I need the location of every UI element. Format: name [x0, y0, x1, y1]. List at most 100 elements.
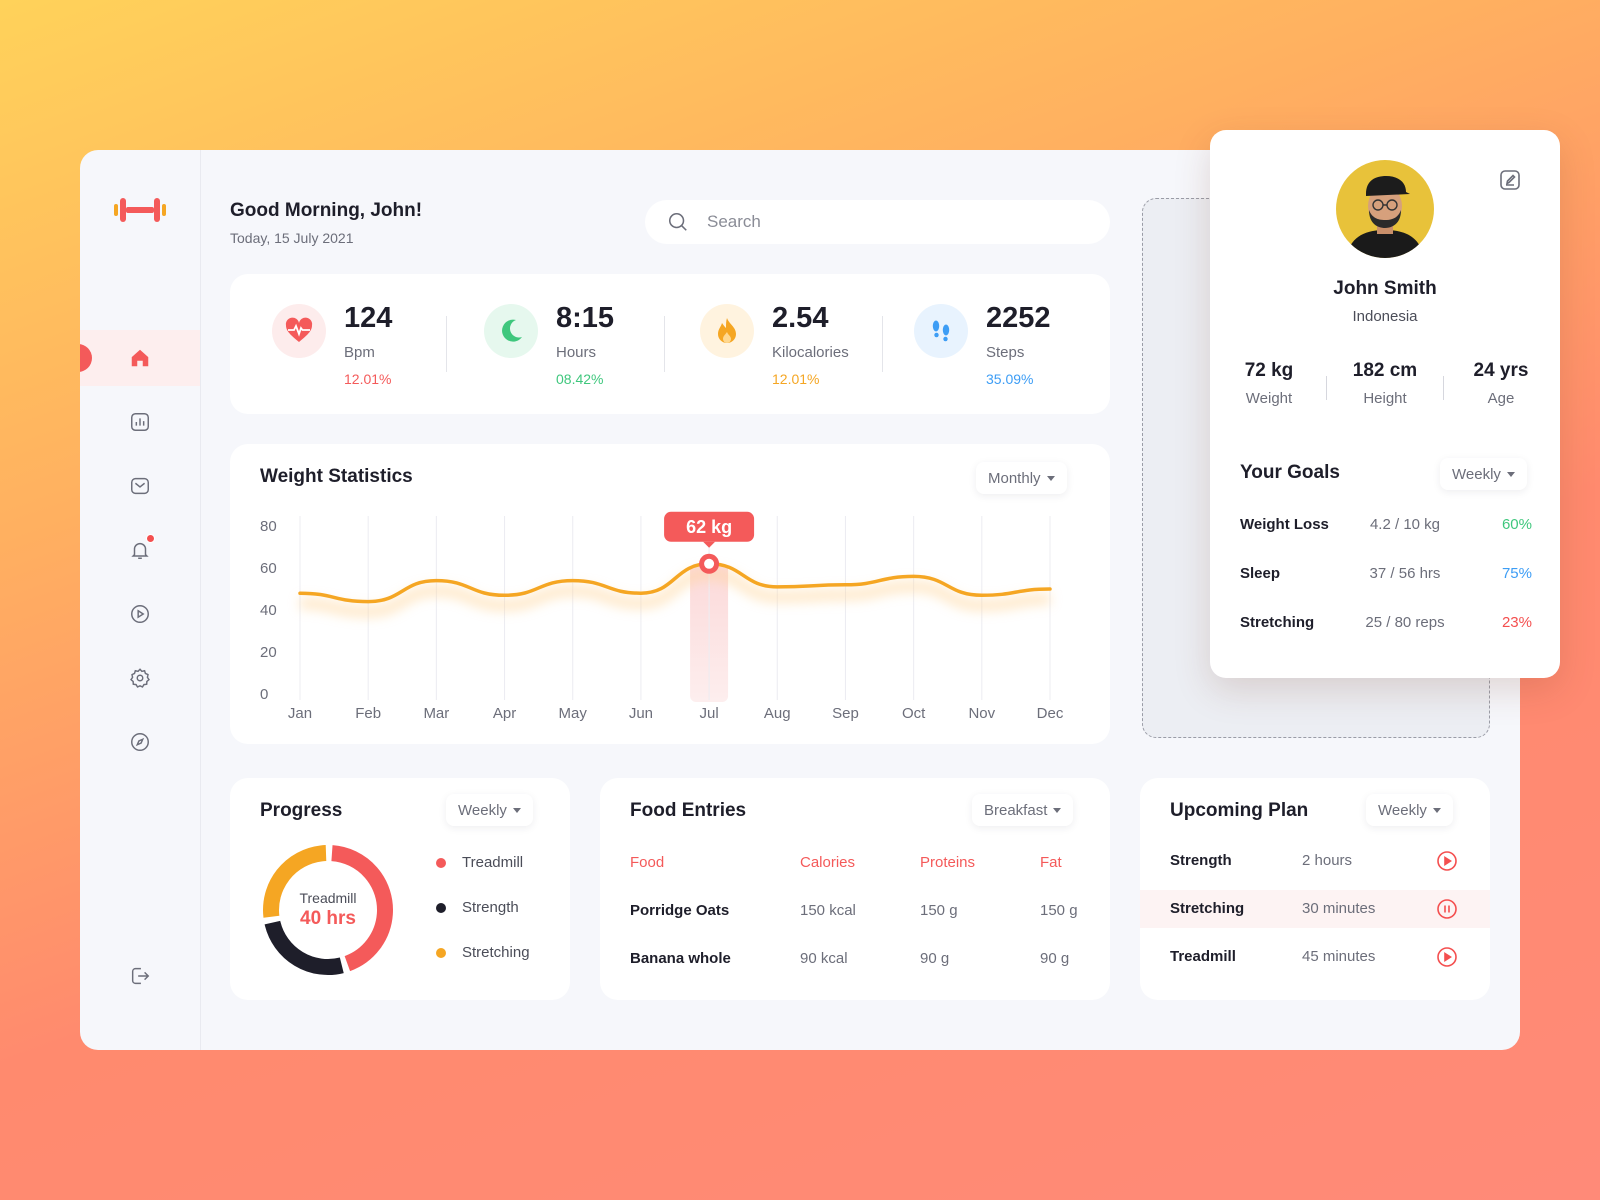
goal-name: Sleep	[1240, 565, 1281, 582]
avatar[interactable]	[1336, 160, 1434, 258]
plan-period-dropdown[interactable]: Weekly	[1366, 794, 1453, 826]
greeting-title: Good Morning, John!	[230, 200, 423, 221]
food-fat: 90 g	[1040, 950, 1070, 967]
plan-duration: 2 hours	[1302, 852, 1353, 869]
metric-label: Age	[1487, 390, 1515, 407]
plan-row-stretching[interactable]: Stretching 30 minutes	[1140, 890, 1490, 928]
goal-name: Weight Loss	[1240, 516, 1329, 533]
footsteps-icon	[914, 304, 968, 358]
dropdown-label: Weekly	[1452, 465, 1501, 483]
legend-dot	[436, 902, 446, 913]
weight-statistics-title: Weight Statistics	[260, 466, 413, 487]
stat-change: 12.01%	[344, 371, 392, 387]
data-point-highlight-inner	[704, 558, 715, 569]
play-icon	[131, 605, 149, 623]
nav-messages[interactable]	[80, 458, 200, 514]
weight-line-chart: Jan Feb Mar Apr May Jun Jul Aug Sep Oct Nov Dec 0 20 4…	[260, 511, 1064, 722]
metric-value: 24 yrs	[1473, 360, 1529, 381]
plan-name: Treadmill	[1170, 948, 1236, 965]
metric-value: 72 kg	[1244, 360, 1294, 381]
legend-item-strength: Strength	[436, 899, 519, 916]
food-calories: 150 kcal	[800, 902, 856, 919]
stat-unit: Hours	[556, 344, 597, 361]
meal-dropdown[interactable]: Breakfast	[972, 794, 1074, 826]
stat-value: 8:15	[556, 302, 615, 334]
logout-icon	[131, 967, 150, 985]
donut-segment-stretching	[263, 845, 393, 975]
metric-weight: 72 kg Weight	[1214, 360, 1324, 407]
x-tick-label: Mar	[423, 705, 449, 722]
plan-row-treadmill[interactable]: Treadmill 45 minutes	[1140, 938, 1490, 976]
x-tick-label: Jun	[629, 705, 653, 722]
chart-icon	[131, 413, 149, 431]
stat-unit: Steps	[986, 344, 1025, 361]
donut-center-value: 40 hrs	[300, 908, 356, 929]
column-header: Food	[630, 854, 665, 871]
caret-down-icon	[512, 807, 521, 813]
divider	[664, 316, 665, 372]
donut-center-label: Treadmill	[299, 890, 357, 906]
legend-label: Strength	[462, 899, 519, 916]
nav-statistics[interactable]	[80, 394, 200, 450]
y-tick-label: 0	[260, 686, 268, 703]
nav-notifications[interactable]	[80, 522, 200, 578]
nav-home[interactable]	[80, 330, 200, 386]
column-header: Proteins	[920, 854, 976, 871]
avatar-image	[1336, 160, 1434, 258]
goal-percent: 60%	[1501, 516, 1532, 533]
stat-change: 35.09%	[986, 371, 1034, 387]
period-dropdown-label: Monthly	[988, 469, 1041, 487]
caret-down-icon	[1432, 807, 1441, 813]
x-tick-label: Feb	[355, 705, 381, 722]
progress-donut-chart	[263, 845, 393, 975]
x-tick-label: Jan	[288, 705, 312, 722]
food-proteins: 90 g	[920, 950, 950, 967]
goal-progress: 37 / 56 hrs	[1369, 565, 1441, 582]
plan-duration: 30 minutes	[1302, 900, 1376, 917]
goal-percent: 75%	[1501, 565, 1532, 582]
x-tick-label: Oct	[902, 705, 926, 722]
metric-height: 182 cm Height	[1330, 360, 1440, 407]
y-tick-label: 20	[260, 644, 277, 661]
search-input[interactable]	[707, 212, 1067, 232]
series-line	[298, 562, 1052, 604]
play-circle-icon[interactable]	[1436, 850, 1458, 872]
nav-videos[interactable]	[80, 586, 200, 642]
legend-dot	[436, 857, 446, 868]
x-tick-label: Nov	[968, 705, 995, 722]
x-tick-label: May	[559, 705, 588, 722]
play-circle-icon[interactable]	[1436, 946, 1458, 968]
nav-explore[interactable]	[80, 714, 200, 770]
food-name: Porridge Oats	[630, 902, 730, 919]
food-proteins: 150 g	[920, 902, 958, 919]
food-entries-title: Food Entries	[630, 800, 747, 821]
goal-progress: 4.2 / 10 kg	[1369, 516, 1441, 533]
metric-label: Height	[1363, 390, 1407, 407]
edit-icon[interactable]	[1498, 168, 1522, 192]
x-tick-label: Aug	[764, 705, 791, 722]
search-bar[interactable]	[645, 200, 1110, 244]
goals-period-dropdown[interactable]: Weekly	[1440, 458, 1527, 490]
stat-value: 2.54	[772, 302, 829, 334]
pause-circle-icon[interactable]	[1436, 898, 1458, 920]
compass-icon	[131, 733, 149, 751]
flame-icon	[700, 304, 754, 358]
plan-row-strength[interactable]: Strength 2 hours	[1140, 842, 1490, 880]
profile-card: John Smith Indonesia 72 kg Weight 182 cm…	[1210, 130, 1560, 678]
progress-period-dropdown[interactable]: Weekly	[446, 794, 533, 826]
stat-change: 12.01%	[772, 371, 820, 387]
goals-title: Your Goals	[1240, 462, 1340, 483]
legend-dot	[436, 947, 446, 958]
goal-name: Stretching	[1240, 614, 1315, 631]
column-header: Calories	[800, 854, 856, 871]
upcoming-plan-card: Upcoming Plan Weekly Strength 2 hours St…	[1140, 778, 1490, 1000]
stat-unit: Bpm	[344, 344, 375, 361]
home-icon	[131, 349, 149, 367]
food-entries-card: Food Entries Breakfast Food Calories Pro…	[600, 778, 1110, 1000]
period-dropdown[interactable]: Monthly	[976, 462, 1067, 494]
nav-settings[interactable]	[80, 650, 200, 706]
upcoming-plan-title: Upcoming Plan	[1170, 800, 1309, 821]
search-icon	[668, 212, 687, 231]
stat-unit: Kilocalories	[772, 344, 849, 361]
nav-logout[interactable]	[80, 948, 200, 1004]
